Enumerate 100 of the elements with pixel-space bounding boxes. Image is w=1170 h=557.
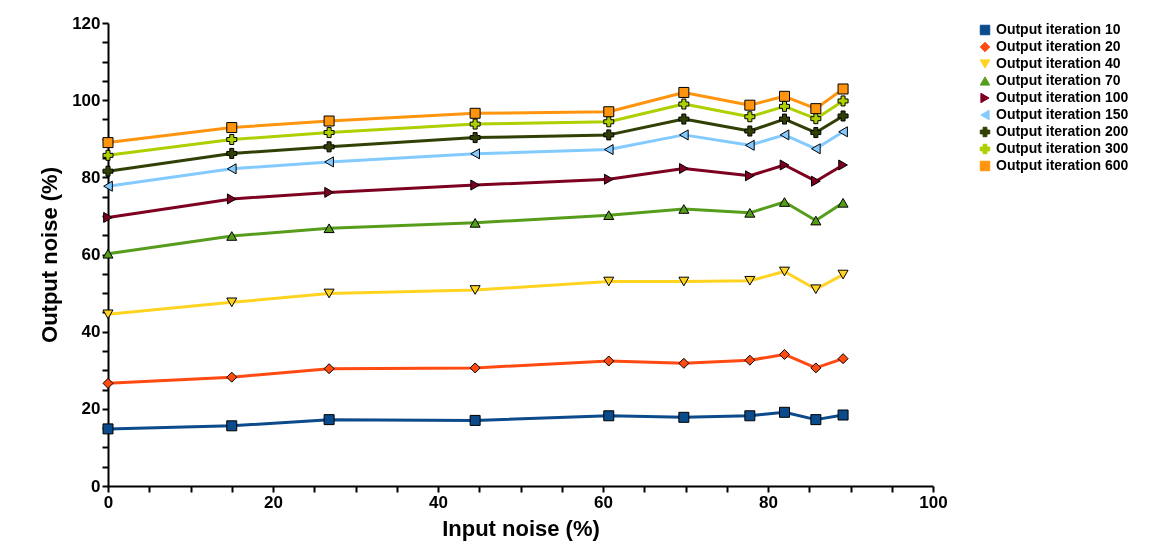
point — [324, 156, 334, 168]
point — [678, 86, 690, 98]
point — [603, 116, 615, 128]
point — [837, 95, 849, 107]
point — [226, 193, 237, 205]
point — [102, 377, 114, 389]
y-tick-label: 100 — [72, 90, 101, 110]
point — [779, 406, 790, 418]
point — [469, 414, 481, 426]
y-tick-label: 0 — [91, 476, 101, 496]
point — [779, 159, 790, 171]
point — [779, 113, 790, 125]
point — [226, 122, 238, 134]
point — [837, 110, 849, 122]
point — [745, 139, 755, 151]
point — [811, 143, 821, 155]
x-tick-label: 80 — [759, 492, 778, 512]
point — [678, 357, 690, 369]
point — [744, 208, 756, 218]
point — [744, 125, 756, 137]
point — [678, 276, 690, 287]
point — [102, 165, 114, 177]
point — [323, 363, 335, 375]
point — [837, 83, 849, 95]
point — [226, 371, 238, 383]
point — [810, 284, 822, 295]
point — [678, 113, 690, 125]
point — [810, 103, 822, 115]
point — [603, 106, 615, 118]
point — [603, 355, 615, 367]
point — [678, 411, 690, 423]
point — [323, 141, 335, 153]
point — [744, 111, 756, 123]
point — [745, 170, 755, 182]
legend-label: Output iteration 20 — [996, 38, 1121, 54]
point — [102, 423, 114, 435]
point — [837, 269, 849, 280]
legend-label: Output iteration 600 — [996, 157, 1129, 173]
point — [603, 410, 615, 422]
point — [837, 197, 849, 208]
point — [810, 362, 822, 374]
x-tick-label: 100 — [919, 492, 948, 512]
point — [226, 420, 238, 432]
point — [779, 348, 790, 360]
point — [811, 175, 821, 187]
point — [678, 98, 690, 110]
point — [779, 266, 790, 277]
x-tick-label: 60 — [594, 492, 613, 512]
x-axis-title: Input noise (%) — [442, 515, 600, 541]
point — [678, 204, 690, 214]
point — [810, 127, 822, 139]
point — [779, 90, 790, 102]
point — [470, 179, 480, 191]
point — [810, 215, 822, 226]
legend-label: Output iteration 70 — [996, 72, 1121, 88]
point — [838, 126, 848, 138]
point — [744, 410, 756, 422]
point — [603, 276, 615, 287]
y-axis-title: Output noise (%) — [37, 167, 63, 343]
point — [810, 113, 822, 125]
x-tick-label: 40 — [429, 492, 448, 512]
y-tick-label: 40 — [81, 322, 101, 342]
point — [323, 414, 335, 426]
point — [323, 127, 335, 139]
point — [226, 231, 238, 241]
legend-label: Output iteration 10 — [996, 21, 1121, 37]
point — [469, 362, 481, 374]
point — [103, 211, 113, 223]
point — [226, 297, 238, 308]
point — [779, 100, 790, 112]
point — [102, 137, 114, 149]
y-tick-label: 80 — [81, 167, 101, 187]
point — [779, 129, 790, 141]
point — [470, 148, 480, 160]
x-tick-label: 20 — [264, 492, 283, 512]
point — [744, 275, 756, 286]
point — [469, 107, 481, 119]
legend-label: Output iteration 300 — [996, 140, 1129, 156]
y-tick-label: 60 — [81, 245, 101, 264]
point — [323, 223, 335, 234]
point — [679, 129, 689, 141]
point — [226, 147, 238, 159]
point — [324, 186, 334, 198]
point — [779, 197, 790, 207]
point — [102, 149, 114, 161]
point — [603, 210, 615, 220]
point — [103, 180, 113, 192]
point — [469, 132, 481, 144]
point — [838, 159, 848, 171]
point — [469, 285, 481, 295]
point — [323, 288, 335, 299]
legend-label: Output iteration 200 — [996, 123, 1129, 139]
y-tick-label: 120 — [72, 13, 101, 33]
legend-label: Output iteration 100 — [996, 89, 1129, 105]
point — [226, 134, 238, 146]
point — [603, 129, 615, 141]
point — [603, 173, 614, 185]
point — [226, 163, 237, 175]
point — [810, 414, 822, 426]
point — [837, 353, 849, 365]
